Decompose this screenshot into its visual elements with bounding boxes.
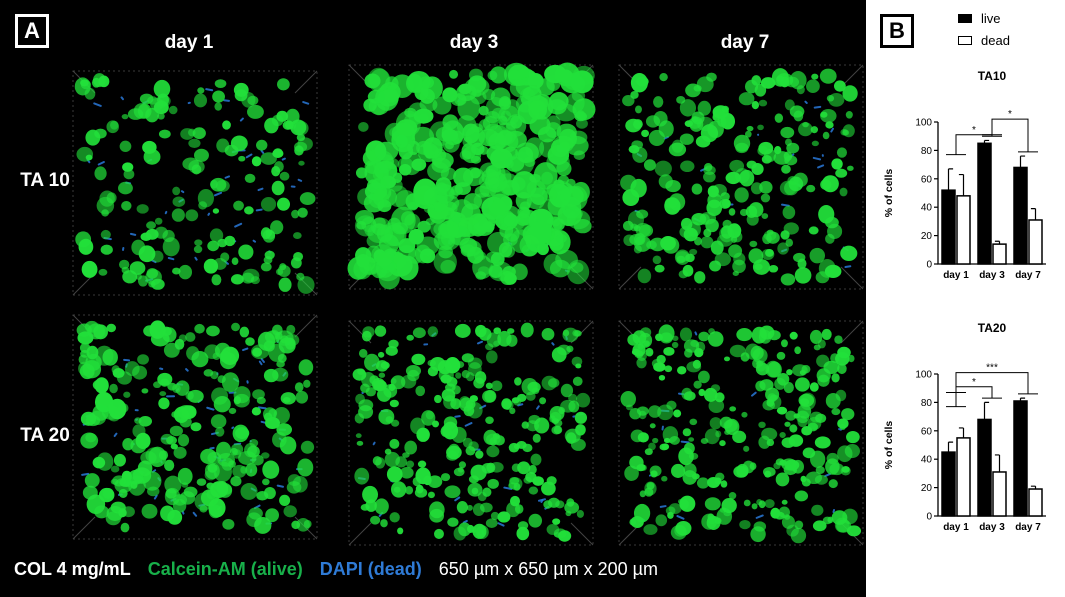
bar-live	[941, 451, 956, 517]
y-axis-label: % of cells	[883, 169, 895, 218]
error-bar-dead	[958, 173, 965, 196]
significance-label: *	[972, 125, 976, 136]
x-tick-label: day 3	[979, 270, 1005, 281]
error-bar-dead	[958, 427, 965, 438]
column-title-day7: day 7	[720, 32, 770, 53]
legend-swatch-dead	[958, 36, 972, 45]
error-bar-live	[1019, 397, 1026, 401]
legend-label-live: live	[981, 11, 1001, 26]
legend-label-dead: dead	[981, 33, 1010, 48]
error-bar-dead	[1030, 208, 1037, 220]
bar-dead	[992, 471, 1007, 517]
x-tick-label: day 7	[1015, 270, 1041, 281]
caption-material: COL 4 mg/mL	[14, 559, 131, 579]
micrograph-ta10-day7	[616, 62, 866, 292]
caption-stain-dead: DAPI (dead)	[319, 559, 422, 579]
significance-label: ***	[986, 363, 998, 374]
significance-bracket	[946, 372, 1038, 395]
row-title-ta20: TA 20	[20, 425, 70, 446]
bar-dead	[992, 243, 1007, 265]
y-tick-label: 40	[921, 203, 933, 214]
error-bar-dead	[994, 454, 1001, 472]
y-axis-label: % of cells	[883, 421, 895, 470]
micrograph-ta20-day7	[616, 318, 866, 548]
error-bar-live	[1019, 155, 1026, 168]
x-tick-label: day 3	[979, 522, 1005, 533]
column-title-day1: day 1	[164, 32, 214, 53]
error-bar-dead	[994, 240, 1001, 245]
bar-live	[941, 189, 956, 265]
y-tick-label: 0	[926, 512, 932, 523]
bar-live	[977, 142, 992, 265]
legend-item-dead: dead	[958, 33, 1010, 48]
x-tick-label: day 7	[1015, 522, 1041, 533]
x-tick-label: day 1	[943, 522, 969, 533]
y-tick-label: 80	[921, 398, 933, 409]
y-tick-label: 100	[915, 370, 932, 381]
panel-label-b: B	[880, 14, 914, 48]
y-tick-label: 20	[921, 231, 933, 242]
bar-live	[977, 418, 992, 517]
y-tick-label: 100	[915, 118, 932, 129]
micrograph-ta10-day1	[70, 68, 320, 298]
significance-bracket	[946, 134, 1002, 156]
bar-dead	[1028, 219, 1043, 265]
y-tick-label: 0	[926, 260, 932, 271]
bar-dead	[1028, 488, 1043, 517]
micrograph-ta10-day3	[346, 62, 596, 292]
panel-label-a: A	[15, 14, 49, 48]
bar-live	[1013, 400, 1028, 517]
significance-label: *	[1008, 109, 1012, 120]
column-title-day3: day 3	[449, 32, 499, 53]
bar-chart-ta10: TA10 % of cells 0 20 40 60 80 100 day 1 day 3 day …	[883, 69, 1046, 281]
caption: COL 4 mg/mL Calcein-AM (alive) DAPI (dea…	[14, 559, 670, 580]
bar-dead	[956, 195, 971, 265]
error-bar-live	[983, 401, 990, 420]
significance-label: *	[972, 377, 976, 388]
caption-stain-alive: Calcein-AM (alive)	[147, 559, 303, 579]
micrograph-ta20-day3	[346, 318, 596, 548]
x-tick-label: day 1	[943, 270, 969, 281]
y-tick-label: 60	[921, 174, 933, 185]
error-bar-dead	[1030, 485, 1037, 490]
micrograph-ta20-day1	[70, 312, 320, 542]
legend-item-live: live	[958, 11, 1001, 26]
bar-dead	[956, 437, 971, 517]
significance-bracket	[982, 118, 1038, 153]
y-tick-label: 80	[921, 146, 933, 157]
chart-title: TA10	[978, 69, 1007, 83]
bar-chart-ta20: TA20 % of cells 0 20 40 60 80 100 day 1 day 3 day …	[883, 321, 1046, 533]
y-tick-label: 40	[921, 455, 933, 466]
chart-title: TA20	[978, 321, 1007, 335]
legend-swatch-live	[958, 14, 972, 23]
chart-panel: B live dead TA10 % of cells 0 20 40 60 80 100 da…	[866, 0, 1065, 597]
error-bar-live	[947, 441, 954, 453]
y-tick-label: 60	[921, 426, 933, 437]
caption-dimensions: 650 µm x 650 µm x 200 µm	[438, 559, 658, 579]
error-bar-live	[947, 168, 954, 191]
significance-bracket	[946, 386, 1002, 408]
row-title-ta10: TA 10	[20, 170, 70, 191]
error-bar-live	[983, 139, 990, 144]
bar-live	[1013, 166, 1028, 265]
y-tick-label: 20	[921, 483, 933, 494]
micrograph-panel: A day 1 day 3 day 7 TA 10 TA 20 COL 4 mg…	[0, 0, 866, 597]
